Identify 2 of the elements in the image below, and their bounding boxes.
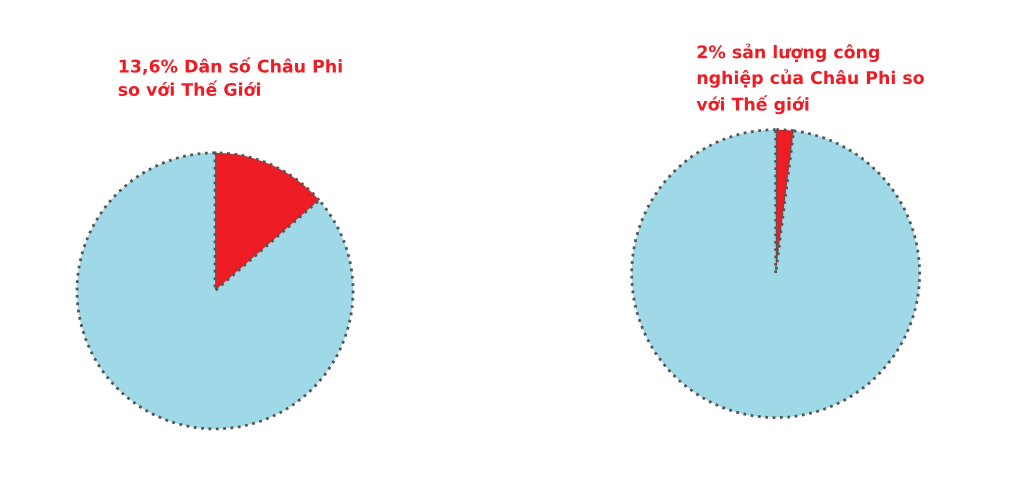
slice-label: 13,6% Dân số Châu Phi so với Thế Giới xyxy=(118,57,342,97)
slice-label: 2% sản lượng công nghiệp của Châu Phi so với Thế giới xyxy=(696,43,924,115)
